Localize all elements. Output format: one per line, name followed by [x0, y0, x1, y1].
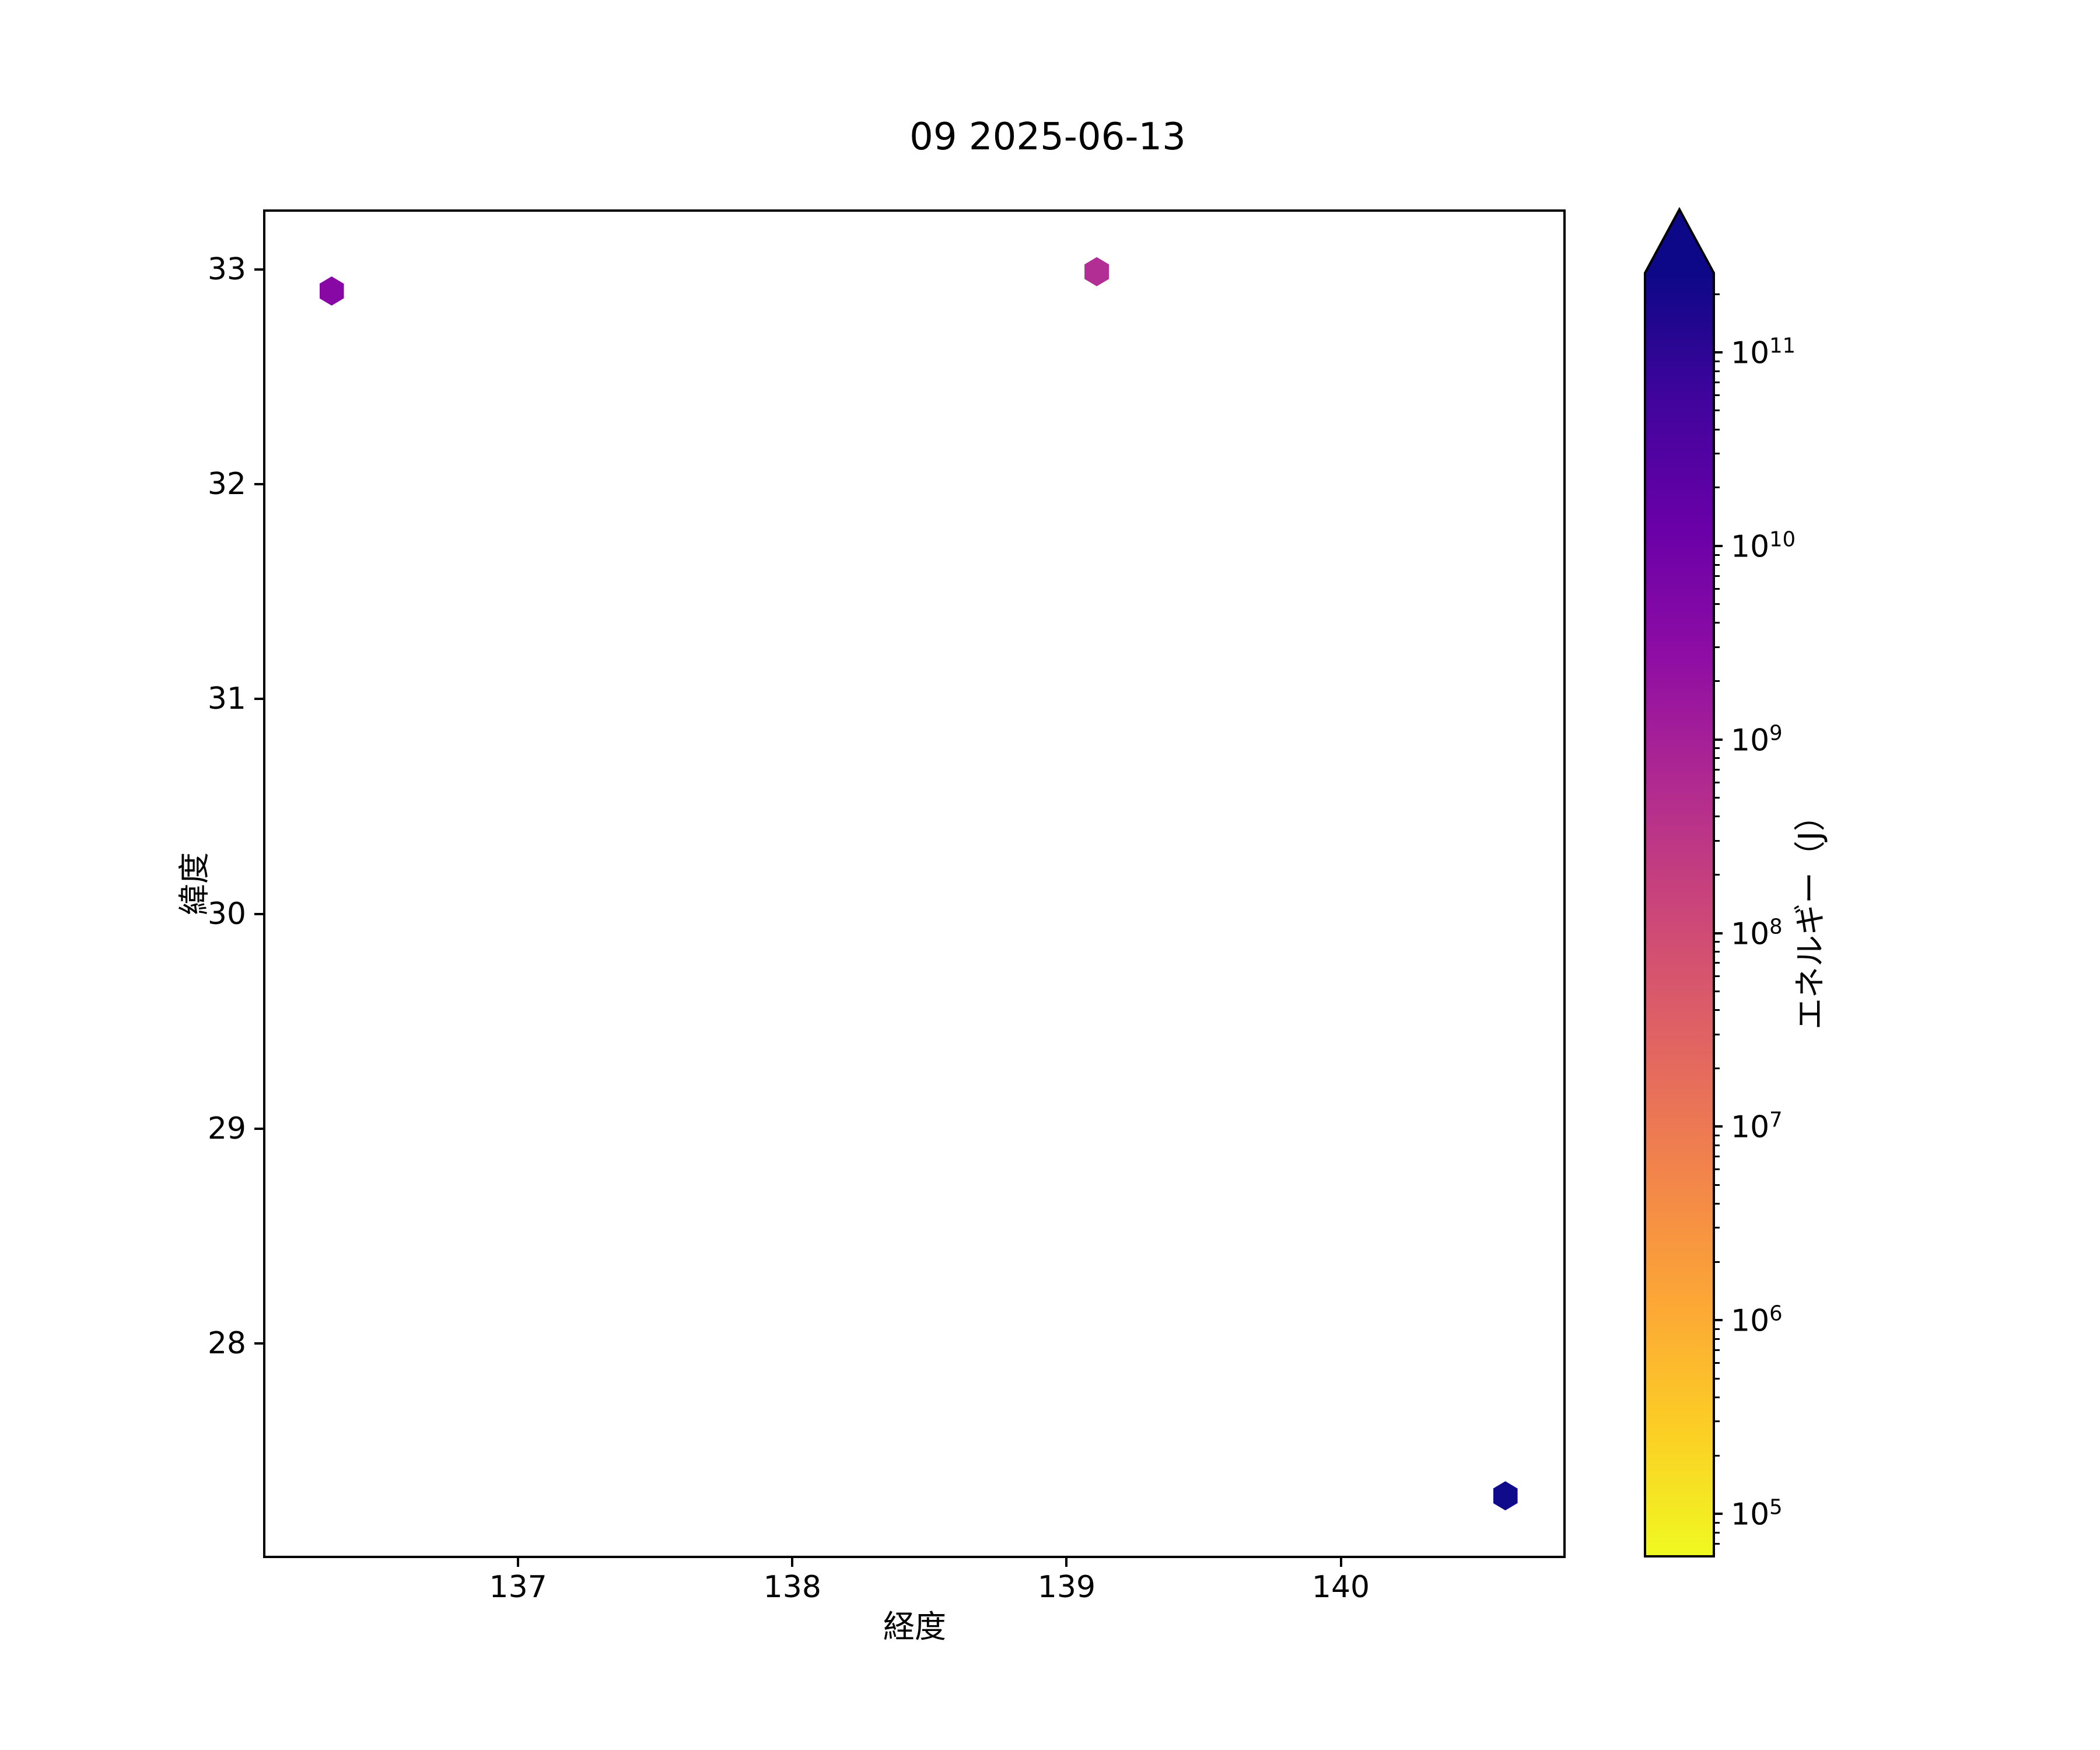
colorbar-minor-tick: [1714, 1377, 1720, 1380]
y-tick-mark: [254, 1342, 263, 1345]
colorbar-minor-tick: [1714, 990, 1720, 992]
colorbar-tick-label: 107: [1731, 1108, 1783, 1146]
colorbar-minor-tick: [1714, 1067, 1720, 1069]
colorbar-minor-tick: [1714, 293, 1720, 295]
x-tick-label: 139: [1037, 1570, 1096, 1605]
colorbar-minor-tick: [1714, 757, 1720, 760]
x-tick-mark: [517, 1558, 520, 1567]
colorbar-minor-tick: [1714, 1227, 1720, 1229]
colorbar-minor-tick: [1714, 768, 1720, 771]
colorbar-minor-tick: [1714, 554, 1720, 556]
colorbar-minor-tick: [1714, 1396, 1720, 1398]
y-tick-label: 33: [207, 252, 246, 288]
x-axis-label: 経度: [883, 1608, 946, 1645]
colorbar-minor-tick: [1714, 816, 1720, 818]
y-tick-label: 28: [207, 1325, 246, 1361]
colorbar-tick-label: 1010: [1731, 527, 1796, 565]
colorbar-minor-tick: [1714, 564, 1720, 566]
colorbar-minor-tick: [1714, 1420, 1720, 1423]
colorbar-minor-tick: [1714, 1349, 1720, 1352]
colorbar-minor-tick: [1714, 646, 1720, 648]
colorbar-minor-tick: [1714, 428, 1720, 430]
x-tick-label: 138: [763, 1570, 821, 1605]
colorbar-minor-tick: [1714, 781, 1720, 783]
colorbar-major-tick: [1714, 932, 1723, 935]
plot-area: [263, 209, 1566, 1558]
colorbar-minor-tick: [1714, 975, 1720, 977]
colorbar-major-tick: [1714, 1512, 1723, 1515]
colorbar-tick-label: 106: [1731, 1301, 1783, 1339]
y-tick-mark: [254, 268, 263, 271]
colorbar-minor-tick: [1714, 1531, 1720, 1534]
colorbar-major-tick: [1714, 1125, 1723, 1128]
x-tick-mark: [1065, 1558, 1068, 1567]
colorbar-minor-tick: [1714, 1168, 1720, 1171]
colorbar-minor-tick: [1714, 951, 1720, 953]
colorbar-minor-tick: [1714, 1156, 1720, 1158]
colorbar-tick-label: 109: [1731, 721, 1783, 758]
colorbar-minor-tick: [1714, 370, 1720, 372]
chart-title: 09 2025-06-13: [909, 116, 1186, 159]
colorbar-minor-tick: [1714, 487, 1720, 489]
colorbar-minor-tick: [1714, 1261, 1720, 1263]
y-tick-mark: [254, 1127, 263, 1130]
y-tick-mark: [254, 698, 263, 701]
colorbar-minor-tick: [1714, 603, 1720, 606]
y-tick-mark: [254, 912, 263, 915]
colorbar-minor-tick: [1714, 587, 1720, 590]
colorbar-major-tick: [1714, 1319, 1723, 1322]
colorbar-tick-label: 108: [1731, 914, 1783, 952]
colorbar-major-tick: [1714, 351, 1723, 354]
colorbar-minor-tick: [1714, 410, 1720, 412]
y-tick-label: 30: [207, 896, 246, 932]
colorbar-major-tick: [1714, 544, 1723, 547]
data-point-hexagon: [1084, 257, 1110, 286]
colorbar-tick-label: 1011: [1731, 334, 1796, 371]
colorbar-minor-tick: [1714, 1454, 1720, 1457]
colorbar-minor-tick: [1714, 874, 1720, 876]
colorbar-minor-tick: [1714, 797, 1720, 799]
colorbar-minor-tick: [1714, 1033, 1720, 1035]
colorbar: [1644, 206, 1715, 1558]
y-tick-label: 32: [207, 467, 246, 502]
colorbar-minor-tick: [1714, 394, 1720, 397]
y-tick-mark: [254, 483, 263, 486]
x-tick-mark: [791, 1558, 794, 1567]
colorbar-minor-tick: [1714, 962, 1720, 964]
colorbar-minor-tick: [1714, 1135, 1720, 1137]
colorbar-minor-tick: [1714, 360, 1720, 362]
colorbar-minor-tick: [1714, 1542, 1720, 1545]
x-tick-label: 137: [489, 1570, 547, 1605]
colorbar-minor-tick: [1714, 381, 1720, 383]
colorbar-minor-tick: [1714, 453, 1720, 455]
colorbar-minor-tick: [1714, 1362, 1720, 1364]
colorbar-minor-tick: [1714, 680, 1720, 682]
colorbar-minor-tick: [1714, 839, 1720, 842]
colorbar-minor-tick: [1714, 1144, 1720, 1146]
colorbar-label: エネルギー（J）: [1791, 800, 1829, 1030]
x-tick-mark: [1339, 1558, 1342, 1567]
colorbar-minor-tick: [1714, 941, 1720, 943]
colorbar-bar: [1644, 206, 1715, 1558]
colorbar-minor-tick: [1714, 1521, 1720, 1524]
colorbar-major-tick: [1714, 738, 1723, 741]
y-tick-label: 29: [207, 1111, 246, 1146]
colorbar-minor-tick: [1714, 1328, 1720, 1330]
colorbar-minor-tick: [1714, 575, 1720, 577]
colorbar-minor-tick: [1714, 622, 1720, 624]
y-tick-label: 31: [207, 681, 246, 717]
colorbar-minor-tick: [1714, 747, 1720, 750]
colorbar-minor-tick: [1714, 1202, 1720, 1205]
x-tick-label: 140: [1311, 1570, 1370, 1605]
colorbar-tick-label: 105: [1731, 1495, 1783, 1532]
colorbar-minor-tick: [1714, 1184, 1720, 1186]
colorbar-minor-tick: [1714, 1009, 1720, 1012]
colorbar-minor-tick: [1714, 1338, 1720, 1340]
